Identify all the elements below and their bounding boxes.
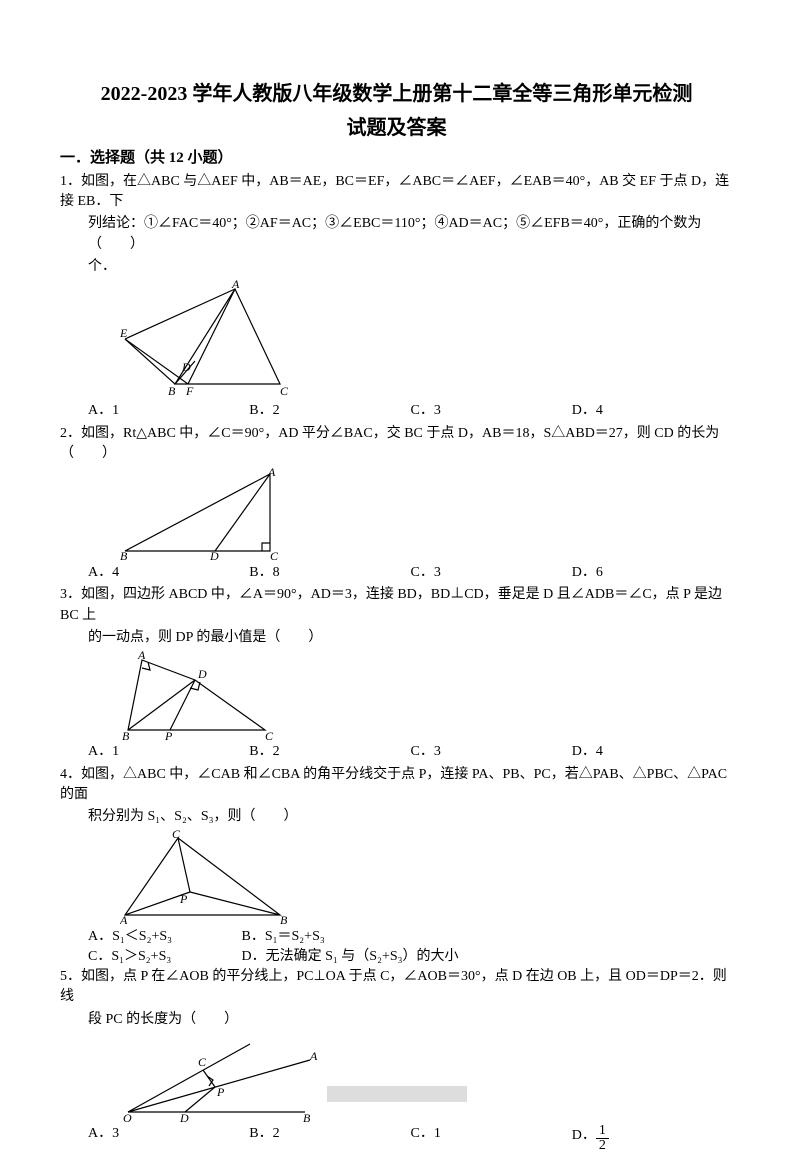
q2-option-d: D．6 [572,563,733,583]
q5-options: A．3 B．2 C．1 D．12 [88,1124,733,1153]
q5-label-D: D [179,1111,189,1122]
title-line2: 试题及答案 [60,114,733,142]
q3-label-A: A [137,650,146,662]
q5-stem-line2: 段 PC 的长度为（ ） [60,1010,733,1030]
q3-option-b: B．2 [249,742,410,762]
q2-label-D: D [209,549,219,561]
q1-label-C: C [280,384,289,398]
q4-option-d: D．无法确定 S₁ 与（S₂+S₃）的大小 [242,949,459,964]
q1-figure: A B C D E F [120,279,733,399]
q5-label-B: B [303,1111,311,1122]
q4-options-row1: A．S₁＜S₂+S₃ B．S₁＝S₂+S₃ [88,927,733,947]
q3-label-B: B [122,729,130,740]
title-line1: 2022-2023 学年人教版八年级数学上册第十二章全等三角形单元检测 [60,80,733,108]
q1-label-E: E [120,326,128,340]
q1-stem-line2: 列结论：①∠FAC＝40°；②AF＝AC；③∠EBC＝110°；④AD＝AC；⑤… [60,214,733,255]
q2-label-B: B [120,549,128,561]
q4-option-b: B．S₁＝S₂+S₃ [242,929,325,944]
q2-option-c: C．3 [411,563,572,583]
q5-stem-line1: 5．如图，点 P 在∠AOB 的平分线上，PC⊥OA 于点 C，∠AOB＝30°… [60,967,733,1008]
q3-stem-line2: 的一动点，则 DP 的最小值是（ ） [60,628,733,648]
q3-option-d: D．4 [572,742,733,762]
q3-figure: A B C D P [120,650,733,740]
q1-label-D: D [181,360,191,374]
q5-label-A: A [309,1049,318,1063]
q1-stem-line3: 个． [60,257,733,277]
q1-label-A: A [231,279,240,291]
q4-figure: A B C P [120,830,733,925]
q5-option-d: D．12 [572,1124,733,1153]
q3-options: A．1 B．2 C．3 D．4 [88,742,733,762]
q3-label-D: D [197,667,207,681]
q2-label-C: C [270,549,279,561]
q1-option-d: D．4 [572,401,733,421]
q4-option-c: C．S₁＞S₂+S₃ [88,947,238,967]
q1-stem-line1: 1．如图，在△ABC 与△AEF 中，AB＝AE，BC＝EF，∠ABC＝∠AEF… [60,172,733,213]
q1-label-F: F [185,384,194,398]
fraction-icon: 12 [596,1124,609,1153]
q5-option-b: B．2 [249,1124,410,1153]
q4-stem-line1: 4．如图，△ABC 中，∠CAB 和∠CBA 的角平分线交于点 P，连接 PA、… [60,765,733,806]
q3-option-c: C．3 [411,742,572,762]
q1-label-B: B [168,384,176,398]
q5-option-a: A．3 [88,1124,249,1153]
q1-option-b: B．2 [249,401,410,421]
q1-option-c: C．3 [411,401,572,421]
q5-optD-den: 2 [596,1139,609,1153]
q3-label-C: C [265,729,274,740]
exam-page: 2022-2023 学年人教版八年级数学上册第十二章全等三角形单元检测 试题及答… [0,0,793,1122]
q4-label-C: C [172,830,181,841]
section-heading: 一．选择题（共 12 小题） [60,148,733,170]
q5-figure: O D B P C A [120,1032,733,1122]
q1-options: A．1 B．2 C．3 D．4 [88,401,733,421]
q2-option-b: B．8 [249,563,410,583]
q5-label-O: O [123,1111,132,1122]
q5-option-c: C．1 [411,1124,572,1153]
q5-option-d-prefix: D． [572,1128,596,1143]
q3-label-P: P [164,729,173,740]
q2-figure: A B C D [120,466,733,561]
q4-label-B: B [280,913,288,925]
q5-optD-num: 1 [596,1124,609,1139]
q3-option-a: A．1 [88,742,249,762]
q4-options-row2: C．S₁＞S₂+S₃ D．无法确定 S₁ 与（S₂+S₃）的大小 [88,947,733,967]
q4-label-P: P [179,892,188,906]
q2-label-A: A [267,466,276,479]
q5-label-P: P [216,1085,225,1099]
q1-option-a: A．1 [88,401,249,421]
q2-option-a: A．4 [88,563,249,583]
q2-options: A．4 B．8 C．3 D．6 [88,563,733,583]
footer-bar [327,1086,467,1102]
q4-option-a: A．S₁＜S₂+S₃ [88,927,238,947]
q5-label-C: C [198,1055,207,1069]
q4-label-A: A [120,913,128,925]
q3-stem-line1: 3．如图，四边形 ABCD 中，∠A＝90°，AD＝3，连接 BD，BD⊥CD，… [60,585,733,626]
q2-stem: 2．如图，Rt△ABC 中，∠C＝90°，AD 平分∠BAC，交 BC 于点 D… [60,424,733,465]
q4-stem-line2: 积分别为 S₁、S₂、S₃，则（ ） [60,807,733,827]
